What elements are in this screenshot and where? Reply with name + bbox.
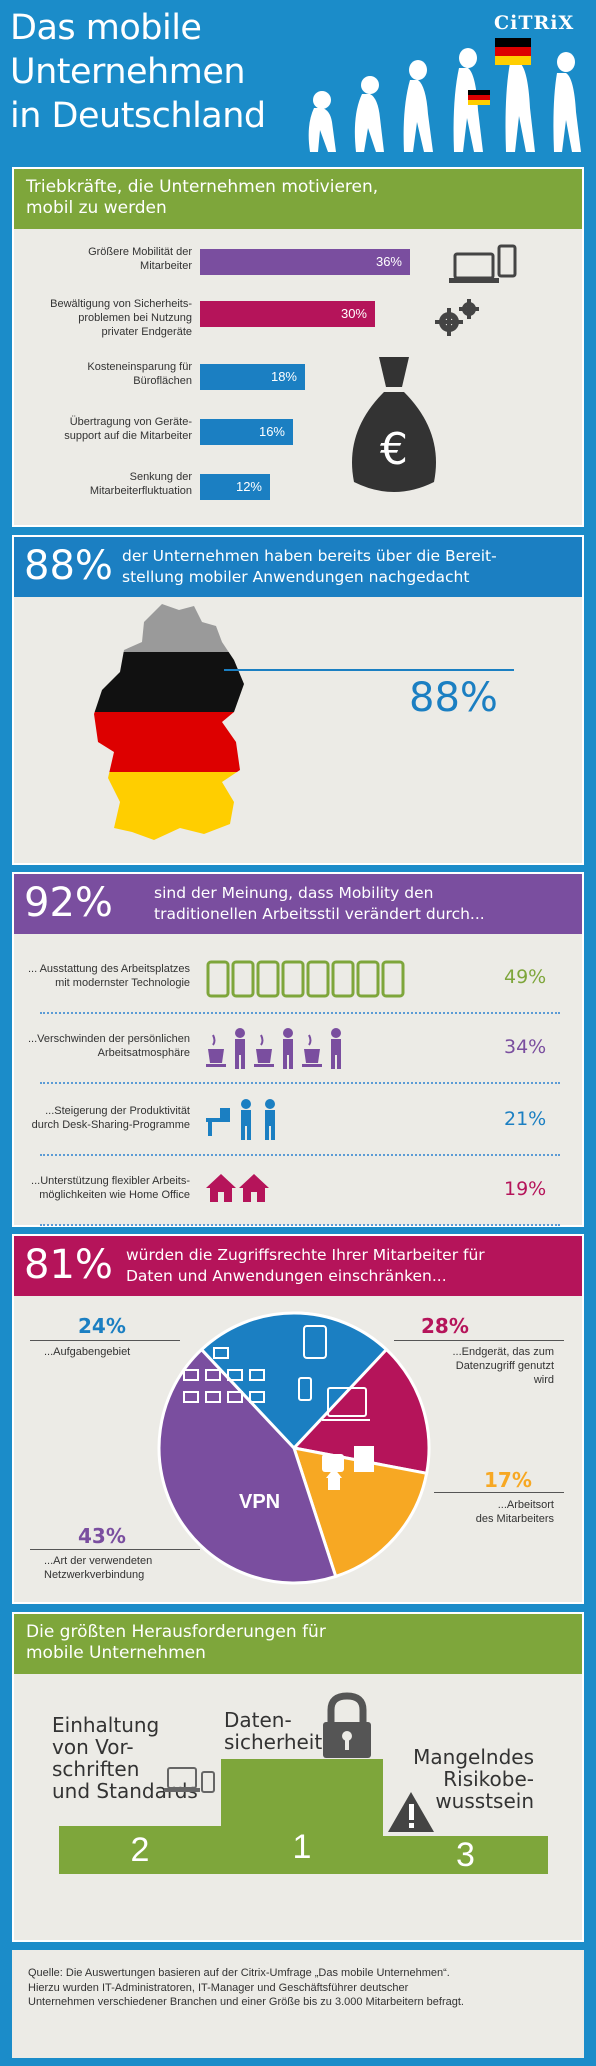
pie-slice-aufgabengebiet	[199, 1311, 389, 1451]
driver-bar: 12%	[200, 474, 270, 500]
drivers-title: Triebkräfte, die Unternehmen motivieren,…	[26, 177, 379, 218]
gears-icon	[435, 299, 479, 336]
row-divider	[40, 1082, 560, 1084]
row-divider	[40, 1154, 560, 1156]
vpn-label: VPN	[239, 1491, 281, 1513]
citrix-logo: CiTRiX	[494, 12, 575, 34]
workstyle-label: ...Unterstützung flexibler Arbeits-mögli…	[31, 1175, 190, 1201]
workstyle-section: 92% sind der Meinung, dass Mobility den …	[12, 872, 584, 1227]
evolution-illustration	[308, 38, 581, 152]
apps-header: 88% der Unternehmen haben bereits über d…	[14, 537, 582, 597]
driver-label: Kosteneinsparung für Büroflächen	[87, 361, 192, 387]
german-flag-icon	[495, 38, 531, 65]
workstyle-header: 92% sind der Meinung, dass Mobility den …	[14, 874, 582, 934]
header: Das mobile Unternehmen in Deutschland Ci…	[0, 0, 596, 160]
pie-slice-netzwerk	[157, 1347, 338, 1585]
workstyle-value: 34%	[504, 1036, 547, 1058]
slice-value: 43%	[78, 1524, 126, 1548]
slice-label: ...Aufgabengebiet	[44, 1346, 131, 1358]
apps-text: der Unternehmen haben bereits über die B…	[122, 547, 497, 586]
desk-sharing-icon	[206, 1099, 275, 1140]
workstyle-big-percent: 92%	[24, 880, 113, 926]
driver-label: Senkung der Mitarbeiterfluktuation	[89, 471, 192, 497]
warning-icon	[388, 1792, 434, 1832]
driver-label: Größere Mobilität der Mitarbeiter	[88, 246, 192, 272]
pie-slice-arbeitsort	[291, 1446, 429, 1579]
slice-leader	[394, 1340, 564, 1341]
page-title: Das mobile Unternehmen in Deutschland	[10, 6, 310, 138]
home-icon	[206, 1174, 269, 1202]
challenges-title: Die größten Herausforderungen für mobile…	[26, 1622, 326, 1663]
access-section: 81% würden die Zugriffsrechte Ihrer Mita…	[12, 1234, 584, 1604]
driver-label: Bewältigung von Sicherheits-problemen be…	[50, 298, 192, 338]
germany-map	[94, 604, 244, 840]
apps-line	[224, 669, 514, 671]
podium-1-label: Daten- sicherheit	[224, 1708, 323, 1754]
slice-leader	[434, 1492, 564, 1493]
slice-label: ...Art der verwendeten Netzwerkverbindun…	[44, 1555, 153, 1581]
slice-leader	[30, 1340, 180, 1341]
workstyle-value: 21%	[504, 1108, 547, 1130]
podium-2-label: Einhaltung von Vor- schriften und Standa…	[52, 1713, 198, 1803]
podium-1: 1	[221, 1759, 383, 1874]
pie-icons	[183, 1325, 374, 1490]
challenges-header: Die größten Herausforderungen für mobile…	[14, 1614, 582, 1674]
workstyle-label: ... Ausstattung des Arbeitsplatzes mit mo…	[27, 963, 190, 989]
podium-2: 2	[59, 1826, 221, 1874]
challenges-section: Die größten Herausforderungen für mobile…	[12, 1612, 584, 1942]
laptop-phone-icon	[449, 244, 517, 283]
slice-label: ...Arbeitsort des Mitarbeiters	[475, 1499, 554, 1525]
slice-leader	[30, 1549, 200, 1550]
apps-big-percent: 88%	[24, 543, 113, 589]
workstyle-text: sind der Meinung, dass Mobility den trad…	[154, 884, 485, 923]
slice-value: 24%	[78, 1314, 126, 1338]
title-line: Unternehmen	[10, 52, 246, 92]
slice-value: 28%	[421, 1314, 469, 1338]
podium-3-label: Mangelndes Risikobe- wusstsein	[413, 1745, 534, 1813]
coffee-person-icon	[206, 1028, 341, 1069]
driver-bar: 36%	[200, 249, 410, 275]
euro-icon: €	[380, 424, 408, 475]
apps-map-percent: 88%	[409, 675, 498, 721]
access-pie-chart	[157, 1311, 431, 1585]
workstyle-value: 19%	[504, 1178, 547, 1200]
source-note: Quelle: Die Auswertungen basieren auf de…	[12, 1950, 584, 2058]
drivers-header: Triebkräfte, die Unternehmen motivieren,…	[14, 169, 582, 229]
workstyle-label: ...Verschwinden der persönlichen Arbeitsa…	[27, 1033, 190, 1059]
money-bag-icon	[352, 357, 436, 492]
title-line: Das mobile	[10, 8, 202, 48]
driver-label: Übertragung von Geräte-support auf die M…	[64, 416, 192, 442]
slice-value: 17%	[484, 1468, 532, 1492]
apps-section: 88% der Unternehmen haben bereits über d…	[12, 535, 584, 865]
access-text: würden die Zugriffsrechte Ihrer Mitarbei…	[126, 1246, 485, 1285]
slice-label: ...Endgerät, das zum Datenzugriff genutz…	[452, 1346, 555, 1386]
smartphone-icon	[206, 960, 405, 998]
workstyle-label: ...Steigerung der Produktivität durch Des…	[31, 1105, 190, 1131]
lock-icon	[323, 1692, 371, 1758]
access-header: 81% würden die Zugriffsrechte Ihrer Mita…	[14, 1236, 582, 1296]
access-big-percent: 81%	[24, 1242, 113, 1288]
row-divider	[40, 1224, 560, 1226]
workstyle-value: 49%	[504, 966, 547, 988]
driver-bar: 30%	[200, 301, 375, 327]
row-divider	[40, 1012, 560, 1014]
title-line: in Deutschland	[10, 96, 266, 136]
laptop-phone-icon	[164, 1767, 215, 1793]
driver-bar: 16%	[200, 419, 293, 445]
driver-bar: 18%	[200, 364, 305, 390]
podium-3: 3	[383, 1836, 548, 1874]
drivers-section: Triebkräfte, die Unternehmen motivieren,…	[12, 167, 584, 527]
